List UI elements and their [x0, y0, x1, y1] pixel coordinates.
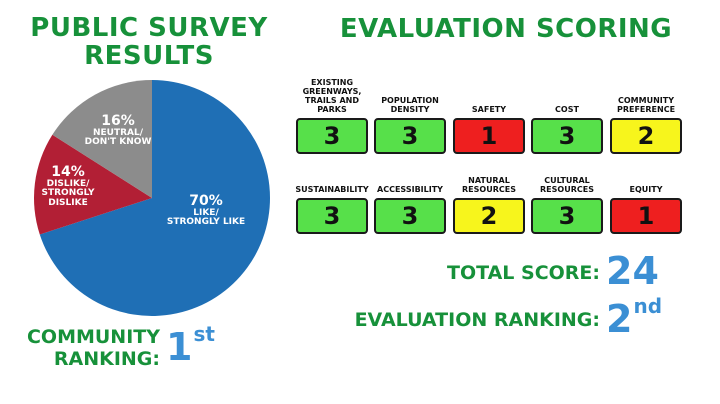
criterion-label-text: NATURAL RESOURCES	[462, 176, 516, 194]
pie-cat-dislike-3: DISLIKE	[48, 197, 88, 208]
criterion-label-text: EQUITY	[630, 185, 663, 194]
criterion-label-line: POPULATION	[381, 96, 439, 105]
evaluation-title: EVALUATION SCORING	[339, 14, 673, 44]
criterion-label-line: EQUITY	[629, 185, 663, 194]
criterion-label-line: DENSITY	[390, 105, 430, 114]
survey-title: PUBLIC SURVEY RESULTS	[8, 14, 290, 70]
pie-label-dislike: 14% DISLIKE/ STRONGLY DISLIKE	[34, 165, 102, 208]
survey-title-line2: RESULTS	[84, 41, 214, 71]
pie-pct-like: 70%	[189, 193, 223, 209]
evaluation-rank-suffix: nd	[633, 294, 663, 318]
criterion-label: CULTURAL RESOURCES	[529, 154, 605, 194]
criterion-label-line: SAFETY	[471, 105, 507, 114]
pie-label-neutral: 16% NEUTRAL/ DON'T KNOW	[80, 114, 156, 148]
pie-pct-dislike: 14%	[51, 164, 85, 180]
criterion-label-line: TRAILS AND	[305, 96, 359, 105]
criterion-label-line: PREFERENCE	[616, 105, 676, 114]
criterion-label: ACCESSIBILITY	[372, 154, 448, 194]
pie-slice-dislike	[33, 134, 152, 235]
criterion-label-text: COMMUNITY PREFERENCE	[617, 96, 675, 114]
criterion-label-line: GREENWAYS,	[302, 87, 362, 96]
criterion-label-line: PARKS	[317, 105, 347, 114]
pie-pct-neutral: 16%	[101, 113, 135, 129]
total-score-value: 24	[606, 249, 659, 293]
criterion-score: 3	[531, 198, 603, 234]
criterion-label-text: COST	[555, 105, 579, 114]
evaluation-ranking-label: EVALUATION RANKING:	[354, 309, 600, 331]
criterion-score: 3	[296, 198, 368, 234]
criterion-label-line: COST	[555, 105, 579, 114]
criterion-label-text: SAFETY	[472, 105, 506, 114]
criterion-score: 3	[531, 118, 603, 154]
criterion-label: POPULATION DENSITY	[372, 74, 448, 114]
community-ranking-value: 1st	[166, 324, 215, 369]
criterion-score: 3	[374, 118, 446, 154]
survey-pie-chart	[33, 80, 270, 316]
criterion-score: 1	[610, 198, 682, 234]
pie-cat-like-1: LIKE/	[193, 207, 219, 218]
criterion-label: EQUITY	[608, 154, 684, 194]
criterion-label: COMMUNITY PREFERENCE	[608, 74, 684, 114]
criterion-score: 2	[610, 118, 682, 154]
community-ranking-label: COMMUNITY RANKING:	[20, 326, 160, 370]
criterion-label-text: CULTURAL RESOURCES	[540, 176, 594, 194]
criterion-label-line: CULTURAL	[544, 176, 590, 185]
pie-label-like: 70% LIKE/ STRONGLY LIKE	[158, 194, 254, 228]
community-ranking-label-line2: RANKING:	[53, 348, 160, 370]
criterion-label-line: EXISTING	[310, 78, 354, 87]
criterion-label-text: SUSTAINABILITY	[295, 185, 368, 194]
pie-cat-dislike-2: STRONGLY	[41, 188, 95, 199]
criterion-score: 1	[453, 118, 525, 154]
criterion-label-text: ACCESSIBILITY	[377, 185, 443, 194]
community-rank-number: 1	[166, 325, 193, 369]
criterion-label-line: RESOURCES	[540, 185, 594, 194]
criterion-label-text: EXISTING GREENWAYS, TRAILS AND PARKS	[303, 78, 362, 114]
criterion-label-line: SUSTAINABILITY	[295, 185, 369, 194]
community-rank-suffix: st	[193, 322, 215, 346]
criterion-score: 3	[374, 198, 446, 234]
criterion-label: EXISTING GREENWAYS, TRAILS AND PARKS	[294, 74, 370, 114]
criterion-label-text: POPULATION DENSITY	[381, 96, 439, 114]
survey-title-line1: PUBLIC SURVEY	[30, 13, 268, 43]
community-ranking-label-line1: COMMUNITY	[26, 326, 160, 348]
criterion-score: 3	[296, 118, 368, 154]
criterion-label: NATURAL RESOURCES	[451, 154, 527, 194]
criterion-label-line: COMMUNITY	[617, 96, 674, 105]
criterion-label-line: ACCESSIBILITY	[377, 185, 443, 194]
evaluation-ranking-value: 2nd	[606, 296, 662, 341]
pie-slice-neutral	[52, 80, 152, 198]
evaluation-rank-number: 2	[606, 297, 633, 341]
pie-cat-neutral-2: DON'T KNOW	[84, 137, 152, 148]
pie-cat-dislike-1: DISLIKE/	[46, 178, 90, 189]
pie-slice-like	[39, 80, 270, 316]
criterion-label-line: NATURAL	[468, 176, 510, 185]
criterion-label-line: RESOURCES	[462, 185, 516, 194]
criterion-score: 2	[453, 198, 525, 234]
criterion-label: COST	[529, 74, 605, 114]
pie-cat-like-2: STRONGLY LIKE	[166, 217, 246, 228]
total-score-label: TOTAL SCORE:	[446, 262, 600, 284]
criterion-label: SAFETY	[451, 74, 527, 114]
criterion-label: SUSTAINABILITY	[294, 154, 370, 194]
pie-cat-neutral-1: NEUTRAL/	[92, 127, 144, 138]
